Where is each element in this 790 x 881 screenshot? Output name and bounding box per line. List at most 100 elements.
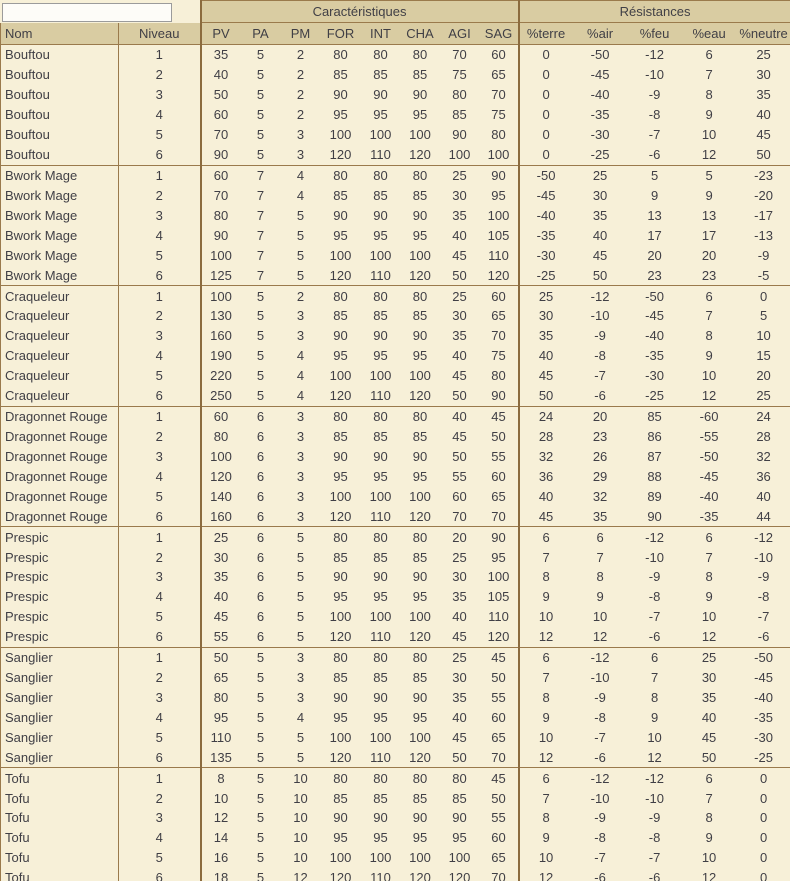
cell-terre: 0 [517, 104, 573, 125]
cell-int: 80 [360, 405, 401, 427]
cell-air: -45 [590, 67, 610, 83]
cell-feu: -30 [645, 368, 664, 384]
cell-sag: 90 [479, 526, 519, 548]
section-header-row: Caractéristiques Résistances [0, 0, 790, 23]
cell-neutre: -20 [754, 187, 773, 203]
cell-air: 29 [592, 468, 608, 484]
cell-eau: -50 [699, 448, 719, 464]
cell-sag: 65 [491, 729, 506, 745]
cell-for: 90 [333, 810, 348, 826]
table-row: Sanglier 2 65 5 3 85 85 85 30 50 7 -10 7 30 -45 [0, 667, 790, 688]
cell-terre: 10 [517, 727, 573, 748]
cell-cha: 100 [409, 729, 431, 745]
cell-cha: 120 [409, 629, 431, 645]
cell-nom: Dragonnet Rouge [0, 486, 119, 507]
cell-nom: Dragonnet Rouge [0, 405, 119, 427]
cell-pa: 6 [256, 609, 265, 625]
cell-terre: 40 [517, 486, 573, 507]
cell-nom: Bouftou [0, 124, 119, 145]
cell-pa: 5 [240, 285, 281, 306]
cell-pm: 3 [296, 448, 305, 464]
cell-eau: 5 [681, 164, 737, 186]
cell-niveau: 2 [118, 547, 201, 567]
cell-cha: 95 [412, 227, 428, 243]
cell-neutre: -13 [754, 227, 773, 243]
cell-niveau: 1 [118, 285, 201, 306]
table-row: Tofu 1 8 5 10 80 80 80 80 45 6 -12 -12 6 0 [0, 767, 790, 789]
cell-nom: Bwork Mage [0, 245, 119, 266]
cell-sag: 75 [491, 348, 506, 364]
cell-for: 80 [333, 47, 348, 63]
cell-for: 100 [329, 368, 352, 384]
cell-neutre: 0 [736, 767, 790, 789]
cell-int: 80 [360, 285, 401, 306]
cell-air: -9 [594, 689, 606, 705]
cell-feu: -9 [648, 87, 661, 103]
table-row: Prespic 6 55 6 5 120 110 120 45 120 12 12 -6 12 -6 [0, 626, 790, 648]
cell-int: 95 [373, 348, 388, 364]
cell-for: 95 [333, 830, 348, 846]
cell-terre: 10 [517, 606, 573, 627]
cell-agi: 50 [452, 267, 467, 283]
cell-feu: 90 [647, 508, 662, 524]
cell-niveau: 5 [118, 245, 201, 266]
cell-pa: 5 [240, 646, 281, 668]
cell-cha: 120 [409, 388, 431, 404]
table-row: Sanglier 3 80 5 3 90 90 90 35 55 8 -9 8 35 -40 [0, 687, 790, 708]
cell-for: 90 [333, 448, 348, 464]
cell-agi: 45 [452, 629, 467, 645]
cell-for: 80 [320, 285, 361, 306]
cell-neutre: -40 [754, 689, 773, 705]
cell-for: 85 [333, 187, 348, 203]
cell-eau: 10 [701, 850, 717, 866]
cell-nom: Prespic [0, 626, 119, 648]
cell-sag: 75 [491, 107, 506, 123]
cell-pa: 5 [256, 729, 265, 745]
table-row: Bwork Mage 5 100 7 5 100 100 100 45 110 -30 45 20 20-… [0, 245, 790, 266]
table-row: Craqueleur 1 100 5 2 80 80 80 25 60 25 -12 -50 6 0 [0, 285, 790, 306]
cell-pa: 5 [256, 830, 265, 846]
cell-air: 35 [592, 508, 608, 524]
cell-terre: 25 [517, 285, 573, 306]
column-header-pm: PM [280, 22, 321, 45]
cell-sag: 100 [487, 147, 510, 163]
cell-niveau: 3 [118, 808, 201, 828]
cell-eau: 13 [701, 207, 717, 223]
cell-eau: 6 [681, 767, 737, 789]
cell-neutre: -12 [736, 526, 790, 548]
cell-eau: 7 [705, 308, 713, 324]
cell-pm: 5 [296, 609, 305, 625]
cell-cha: 90 [412, 328, 428, 344]
cell-nom: Craqueleur [0, 305, 119, 326]
cell-sag: 60 [479, 285, 519, 306]
cell-int: 90 [373, 448, 388, 464]
cell-agi: 35 [452, 589, 467, 605]
cell-int: 100 [369, 127, 392, 143]
cell-feu: -12 [627, 767, 682, 789]
cell-eau: 8 [705, 328, 713, 344]
cell-cha: 120 [409, 508, 431, 524]
cell-agi: 95 [452, 830, 467, 846]
cell-pv: 160 [199, 325, 241, 346]
cell-nom: Sanglier [0, 747, 119, 768]
cell-pm: 5 [296, 247, 305, 263]
cell-sag: 105 [487, 227, 510, 243]
cell-pv: 8 [199, 767, 241, 789]
cell-pv: 70 [199, 124, 241, 145]
cell-pv: 35 [199, 566, 241, 587]
cell-agi: 70 [452, 508, 467, 524]
cell-terre: -50 [517, 164, 573, 186]
column-header-row: Nom Niveau PV PA PM FOR INT CHA AGI SAG … [0, 22, 790, 45]
cell-nom: Bouftou [0, 84, 119, 105]
cell-agi: 25 [439, 285, 480, 306]
cell-cha: 90 [412, 87, 428, 103]
cell-air: 32 [592, 488, 608, 504]
cell-pa: 5 [256, 388, 265, 404]
cell-cha: 85 [412, 187, 428, 203]
table-row: Dragonnet Rouge 2 80 6 3 85 85 85 45 50 28 23 86 -55 2… [0, 426, 790, 447]
cell-eau: 45 [701, 729, 717, 745]
cell-terre: -45 [517, 185, 573, 206]
cell-niveau: 4 [118, 466, 201, 487]
cell-for: 80 [320, 526, 361, 548]
